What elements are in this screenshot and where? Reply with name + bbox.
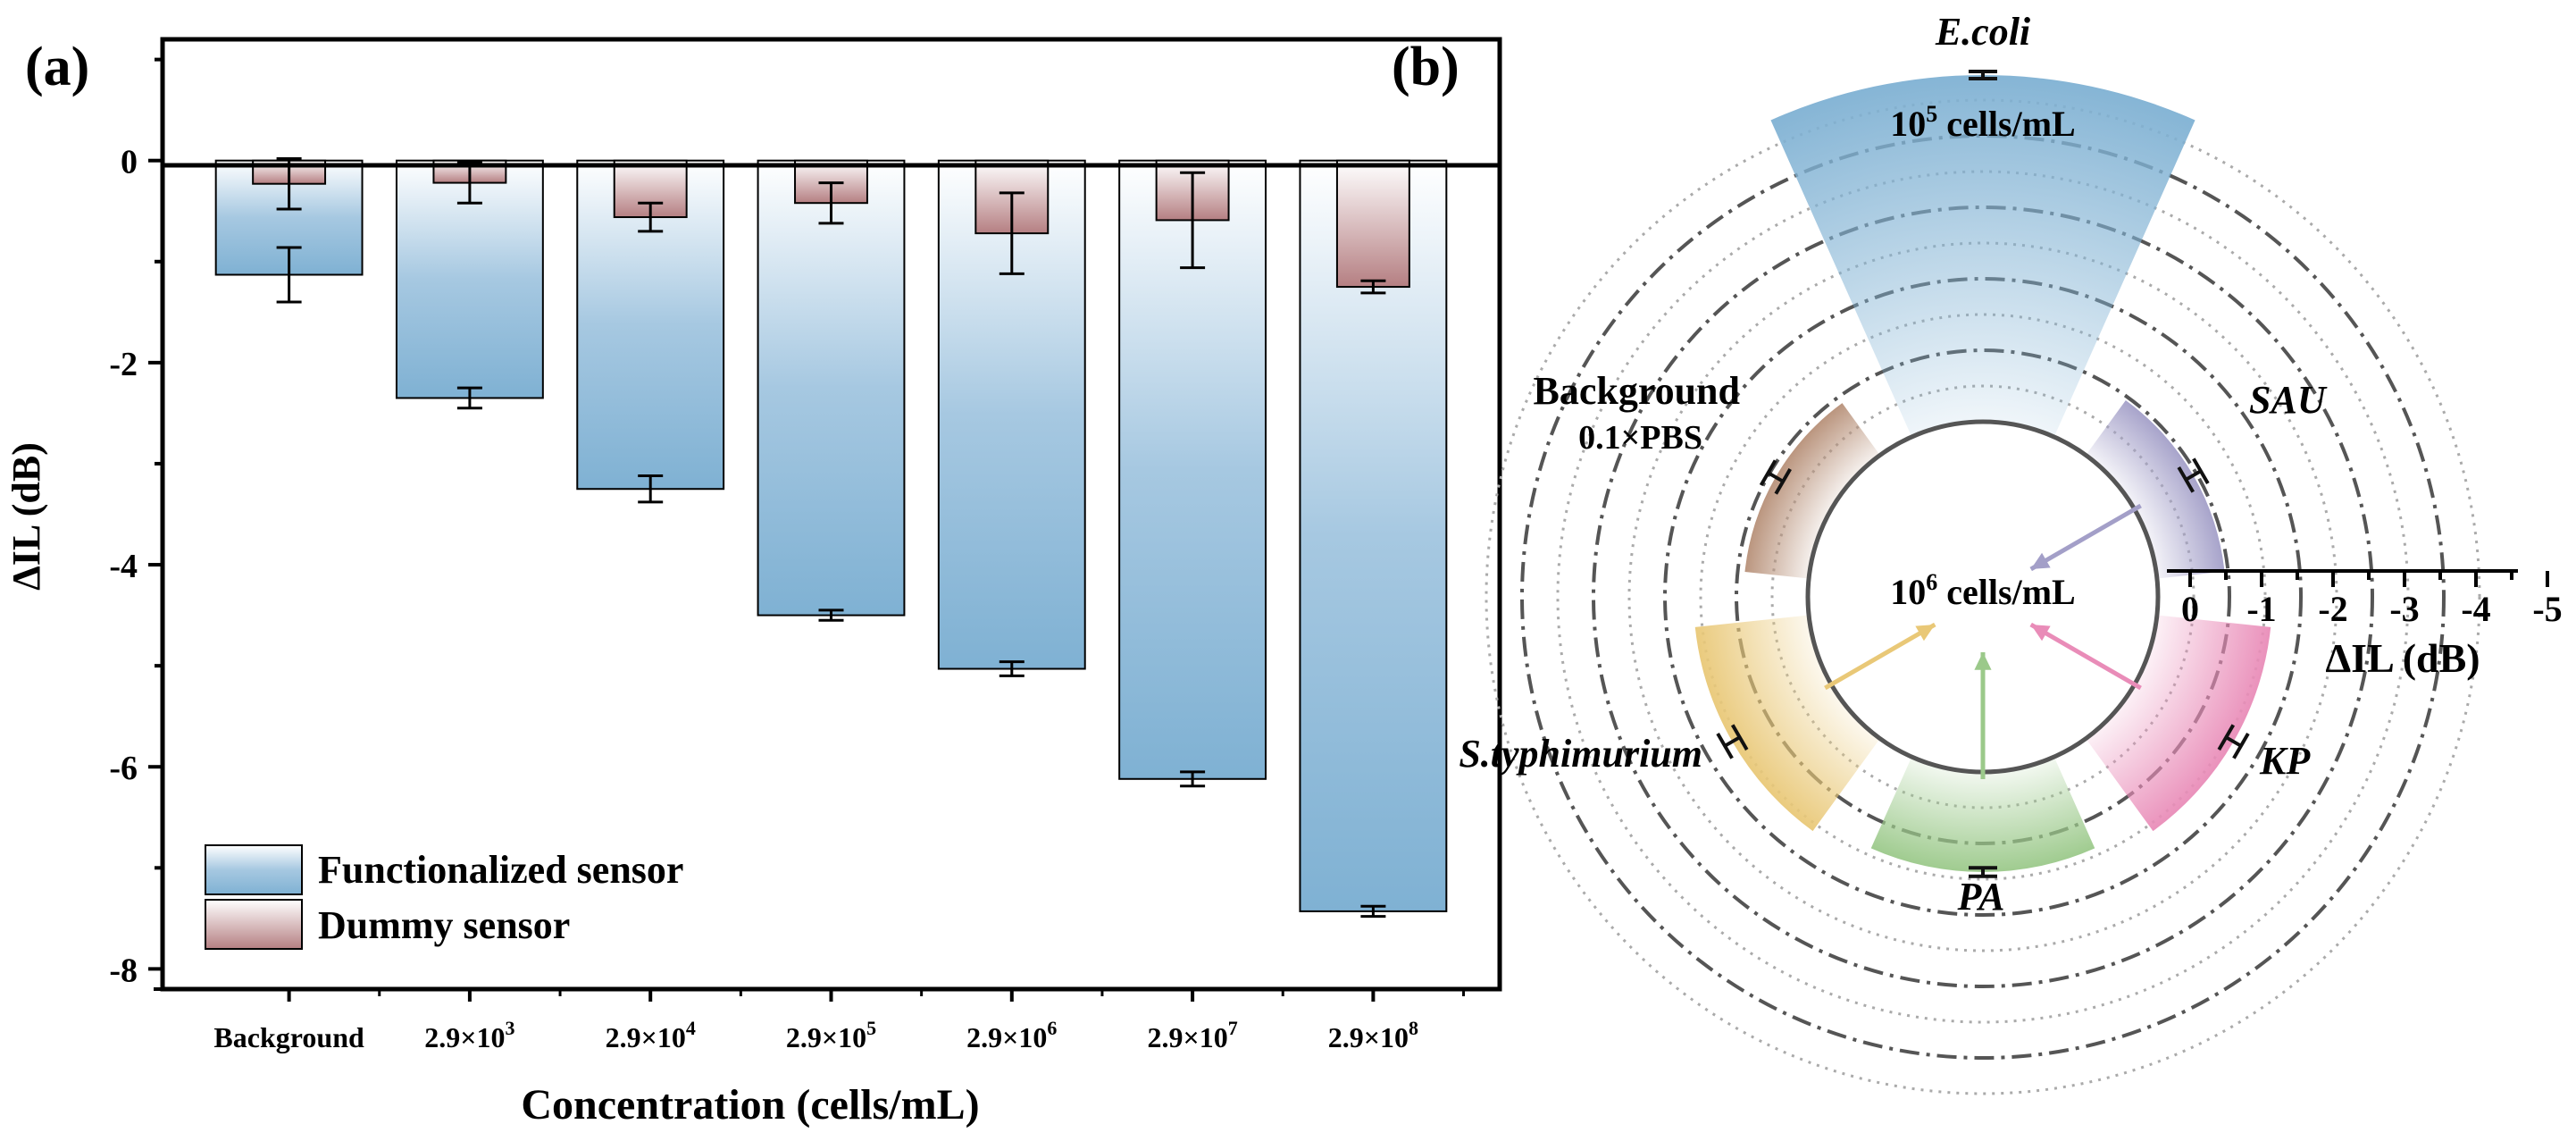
- x-tick-label: 2.9×107: [1147, 1017, 1237, 1053]
- radial-tick-label: -3: [2389, 589, 2419, 629]
- sectors: [1694, 70, 2271, 878]
- arrows: [1824, 503, 2142, 779]
- radial-axis-title: ΔIL (dB): [2325, 635, 2480, 681]
- grid-ring: [1663, 277, 2303, 917]
- sector-error-bar: [2185, 469, 2202, 482]
- sector-label-sau: SAU: [2249, 378, 2328, 422]
- grid-ring: [1627, 241, 2338, 952]
- center-label: 106 cells/mL: [1890, 569, 2075, 612]
- grid-ring: [1699, 313, 2267, 881]
- arrow-shaft: [2029, 503, 2142, 572]
- panel-b-label: (b): [1392, 37, 1459, 97]
- grid-ring: [1485, 98, 2481, 1095]
- x-tick-label: 2.9×103: [424, 1017, 514, 1053]
- sector-error-cap: [2192, 457, 2210, 485]
- y-axis-title: ΔIL (dB): [4, 442, 48, 591]
- y-tick-label: -6: [109, 750, 138, 787]
- legend-swatch-functionalized: [205, 844, 303, 895]
- arrow-shaft: [2029, 622, 2142, 691]
- legend-swatch-dummy: [205, 899, 303, 950]
- sector-label-ecoli: E.coli: [1935, 10, 2031, 54]
- sector-sublabel-background: 0.1×PBS: [1578, 419, 1702, 457]
- x-axis: Background 2.9×103 2.9×104 2.9×105 2.9×106 2.…: [154, 987, 1466, 1053]
- bars: [214, 156, 1448, 919]
- panel-a-label: (a): [25, 37, 89, 97]
- sector-error-cap: [1759, 459, 1777, 487]
- sector-pa: [1870, 751, 2095, 873]
- sector-error-cap: [1774, 467, 1792, 495]
- radial-tick-label: 0: [2181, 589, 2199, 629]
- radial-tick-label: -4: [2461, 589, 2490, 629]
- sector-labels: E.coli 105 cells/mL SAU KP PA S.typhimurium Ba…: [1459, 10, 2327, 919]
- radial-tick-label: -2: [2318, 589, 2347, 629]
- radial-axis: 0 -1 -2 -3 -4 -5: [2167, 569, 2563, 629]
- radial-tick-label: -5: [2532, 589, 2562, 629]
- arrow-head: [2030, 625, 2051, 642]
- sector-label-pa: PA: [1957, 875, 2005, 919]
- sector-error-bar: [2225, 735, 2242, 748]
- x-tick-label: 2.9×106: [966, 1017, 1057, 1053]
- x-tick-label: 2.9×104: [606, 1017, 696, 1053]
- sector-label-kp: KP: [2259, 739, 2311, 783]
- grid-ring: [1520, 134, 2446, 1060]
- dummy-bar: [1335, 159, 1410, 289]
- sector-error-cap: [2232, 732, 2250, 759]
- y-tick-label: -4: [109, 548, 138, 585]
- sector-background: [1744, 403, 1884, 580]
- functionalized-bar: [757, 159, 906, 617]
- sector-kp: [2082, 614, 2271, 832]
- x-axis-title: Concentration (cells/mL): [521, 1081, 979, 1128]
- x-tick-label: Background: [213, 1021, 364, 1053]
- y-tick-label: 0: [121, 144, 138, 181]
- sector-label-styphimurium: S.typhimurium: [1459, 732, 1702, 776]
- x-tick-label: 2.9×105: [786, 1017, 876, 1053]
- sector-error-bar: [1767, 471, 1785, 483]
- grid-ring: [1592, 206, 2374, 988]
- panel-b: (b) E.coli 105 cells/mL SAU KP PA S.typhimuri…: [1392, 10, 2563, 1095]
- sector-error-cap: [2177, 466, 2195, 493]
- sector-error-cap: [1716, 732, 1734, 759]
- x-tick-label: 2.9×108: [1328, 1017, 1418, 1053]
- y-tick-label: -8: [109, 952, 138, 989]
- sector-error-cap: [1730, 724, 1749, 751]
- arrow-shaft: [1824, 622, 1936, 691]
- radial-tick-label: -1: [2246, 589, 2276, 629]
- sector-error-cap: [2217, 724, 2236, 751]
- sector-styphimurium: [1694, 614, 1884, 832]
- sector-ecoli: [1770, 75, 2195, 442]
- y-axis: 0 -2 -4 -6 -8: [109, 57, 163, 989]
- sector-note-ecoli: 105 cells/mL: [1890, 101, 2075, 144]
- arrow-head: [2030, 552, 2051, 569]
- panel-a: (a) 0 -2 -4 -6 -8 Background 2.9×103 2.9×104 2.…: [4, 37, 1502, 1128]
- sector-label-background: Background: [1534, 369, 1741, 413]
- legend-label-functionalized: Functionalized sensor: [318, 848, 683, 892]
- sector-sau: [2082, 399, 2225, 580]
- legend-label-dummy: Dummy sensor: [318, 903, 570, 947]
- arrow-head: [1915, 625, 1936, 642]
- y-tick-label: -2: [109, 346, 138, 383]
- arrow-head: [1974, 652, 1992, 670]
- legend: Functionalized sensor Dummy sensor: [205, 844, 683, 950]
- sector-error-bar: [1724, 735, 1741, 748]
